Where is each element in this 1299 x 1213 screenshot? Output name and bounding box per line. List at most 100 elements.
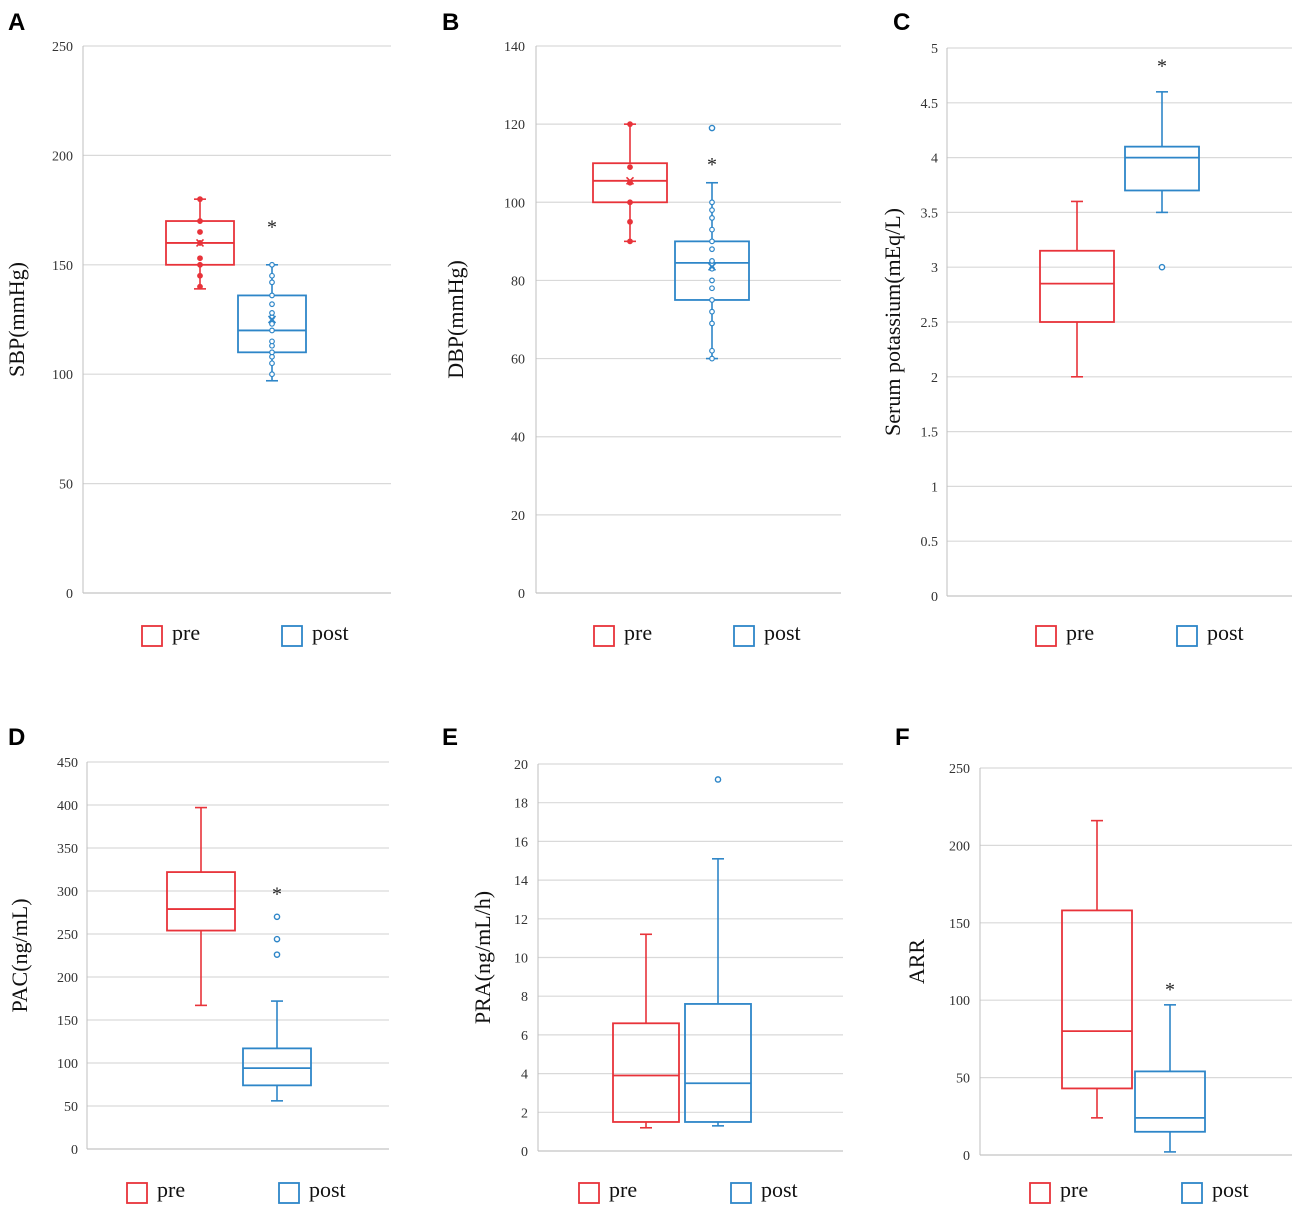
y-tick-label: 3.5 [921,206,939,221]
y-axis-label: SBP(mmHg) [4,262,29,377]
legend-label-pre: pre [157,1177,185,1202]
y-tick-label: 50 [59,478,73,493]
legend-label-post: post [1212,1177,1249,1202]
y-tick-label: 350 [57,842,78,857]
y-tick-label: 40 [511,431,525,446]
y-tick-label: 10 [514,952,528,967]
box-pre [592,121,668,245]
y-tick-label: 400 [57,799,78,814]
box-post [237,261,307,382]
legend-swatch-post [733,625,755,647]
y-tick-label: 4.5 [921,97,939,112]
data-point [197,255,203,262]
y-tick-label: 200 [949,839,970,854]
y-tick-label: 100 [504,196,525,211]
y-tick-label: 450 [57,756,78,771]
data-point [197,272,203,279]
data-point [709,308,715,315]
y-tick-label: 250 [949,762,970,777]
box-post [1124,91,1200,271]
panel-letter: E [442,724,458,751]
y-tick-label: 200 [52,149,73,164]
y-tick-label: 140 [504,40,525,55]
data-point [269,301,275,308]
y-tick-label: 100 [52,368,73,383]
legend-swatch-post [1181,1182,1203,1204]
chart-panel-b: B 0 20 40 60 80 100 120 140 DBP(mmHg) * pre post [442,9,841,647]
y-tick-label: 3 [931,261,938,276]
box-pre [166,806,236,1007]
significance-marker: * [1165,979,1175,1001]
data-point [269,360,275,367]
mean-marker [625,176,635,185]
legend-swatch-post [1176,625,1198,647]
outlier-point [1158,263,1166,271]
legend-label-post: post [1207,620,1244,645]
y-tick-label: 14 [514,874,528,889]
box-iqr [1061,909,1133,1090]
legend-label-post: post [312,620,349,645]
y-tick-label: 18 [514,797,528,812]
y-tick-label: 8 [521,990,528,1005]
legend-swatch-pre [593,625,615,647]
box-post [684,776,752,1127]
box-pre [1061,819,1133,1119]
y-tick-label: 0 [71,1143,78,1158]
y-tick-label: 6 [521,1029,528,1044]
legend-label-post: post [309,1177,346,1202]
data-point [269,338,275,345]
mean-marker [195,238,205,247]
data-point [197,229,203,235]
y-axis-label: Serum potassium(mEq/L) [880,208,905,436]
data-point [197,283,203,290]
box-iqr [242,1047,312,1087]
data-point [709,207,715,214]
outlier-point [273,951,281,958]
data-point [269,371,275,378]
y-tick-label: 2 [521,1106,528,1121]
outlier-point [708,124,716,132]
box-iqr [1124,145,1200,192]
data-point [709,320,715,327]
panel-letter: A [8,9,25,36]
y-tick-label: 150 [57,1014,78,1029]
data-point [709,285,715,292]
y-tick-label: 2.5 [921,316,939,331]
data-point [269,272,275,279]
legend-label-pre: pre [1060,1177,1088,1202]
panel-letter: F [895,724,910,751]
data-point [197,196,203,203]
panel-letter: D [8,724,25,751]
box-iqr [1039,249,1115,323]
data-point [197,218,203,224]
box-iqr [684,1003,752,1123]
significance-marker: * [707,154,717,176]
y-tick-label: 20 [514,758,528,773]
box-post [1134,1004,1206,1153]
y-tick-label: 1 [931,480,938,495]
chart-panel-a: A 0 50 100 150 200 250 SBP(mmHg) * pre post [4,9,391,647]
y-tick-label: 16 [514,835,528,850]
y-tick-label: 250 [52,40,73,55]
data-point [709,297,715,303]
chart-panel-f: F 0 50 100 150 200 250 ARR * pre post [895,724,1292,1204]
mean-marker [267,315,277,324]
data-point [269,261,275,268]
y-tick-label: 120 [504,118,525,133]
data-point [709,226,715,233]
y-tick-label: 0 [518,587,525,602]
legend-label-post: post [764,620,801,645]
y-tick-label: 50 [956,1072,970,1087]
data-point [709,199,715,206]
chart-panel-d: D 0 50 100 150 200 250 300 350 400 450 PAC(ng/mL) * p… [7,724,389,1204]
legend-swatch-post [730,1182,752,1204]
y-tick-label: 4 [931,152,938,167]
data-point [709,238,715,245]
box-pre [1039,200,1115,378]
outlier-point [273,913,281,921]
y-tick-label: 300 [57,885,78,900]
y-tick-label: 80 [511,274,525,289]
data-point [709,257,715,264]
y-tick-label: 60 [511,353,525,368]
data-point [627,121,633,128]
